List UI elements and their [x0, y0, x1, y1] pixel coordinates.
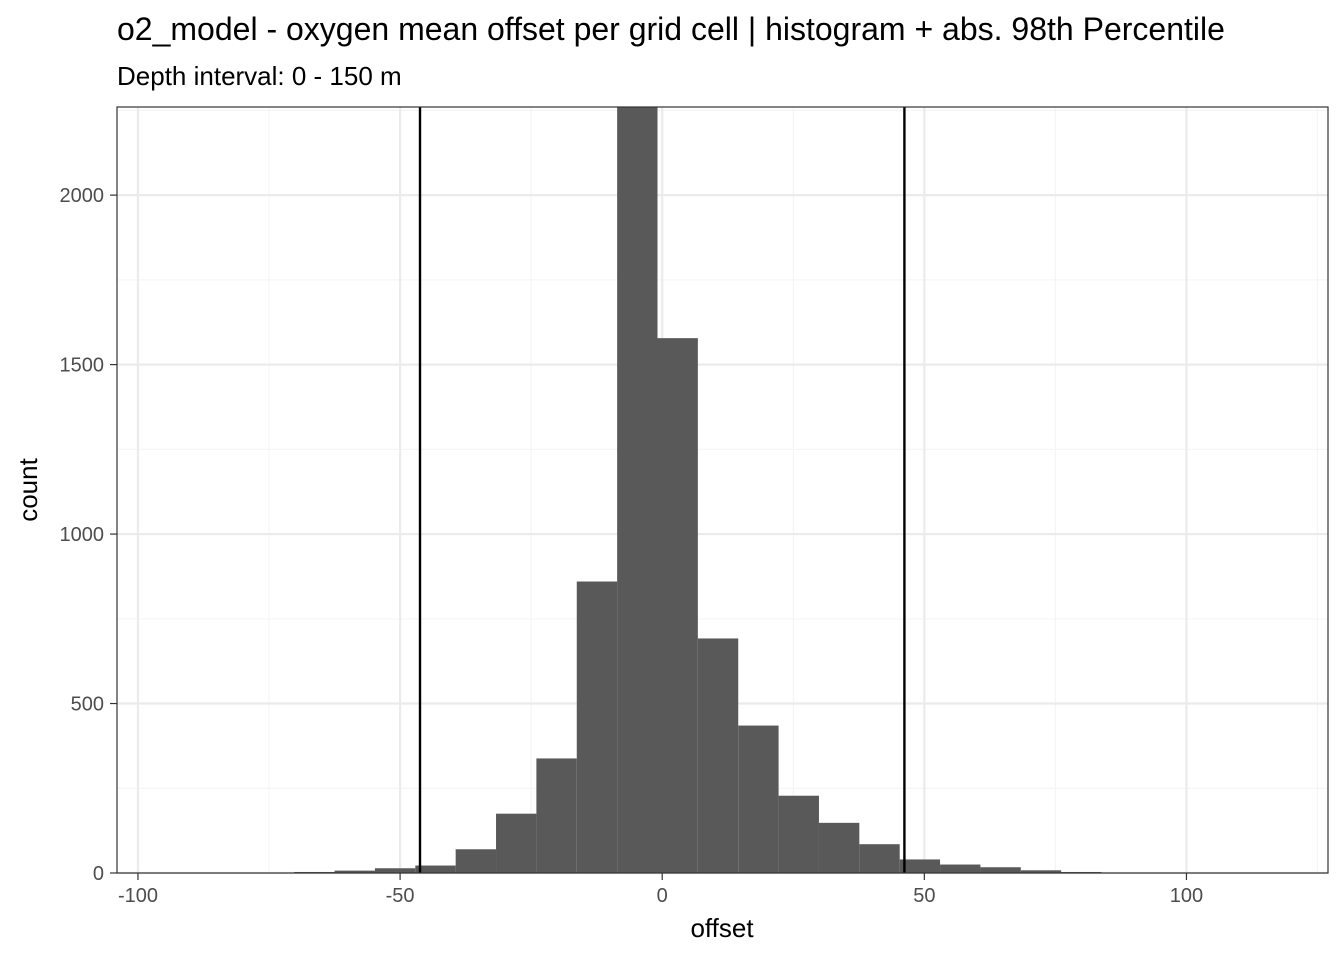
x-axis: -100 -50 0 50 100	[118, 873, 1203, 907]
histogram-bar	[374, 868, 416, 873]
histogram-bar	[940, 864, 981, 873]
y-tick-label: 1000	[60, 524, 105, 546]
histogram-bar	[859, 844, 900, 873]
histogram-bar	[818, 822, 860, 873]
chart-subtitle: Depth interval: 0 - 150 m	[117, 61, 402, 91]
y-tick-label: 500	[71, 694, 104, 716]
x-tick-label: 100	[1170, 885, 1203, 907]
histogram-bar	[496, 813, 537, 873]
x-tick-label: 50	[913, 885, 935, 907]
histogram-bar	[657, 338, 698, 873]
y-tick-label: 1500	[60, 355, 105, 377]
histogram-bar	[1020, 870, 1062, 873]
histogram-bars	[253, 107, 1142, 873]
y-axis: 0 500 1000 1500 2000	[60, 185, 117, 885]
histogram-bar	[576, 581, 618, 873]
x-tick-label: 0	[657, 885, 668, 907]
histogram-bar	[697, 638, 739, 873]
y-tick-label: 2000	[60, 185, 105, 207]
histogram-bar	[617, 107, 658, 873]
percentile-lines	[418, 107, 906, 873]
histogram-bar	[536, 758, 577, 873]
x-tick-label: -50	[386, 885, 415, 907]
histogram-bar	[334, 870, 375, 873]
chart-title: o2_model - oxygen mean offset per grid c…	[117, 11, 1225, 47]
y-tick-label: 0	[93, 863, 104, 885]
panel-border	[116, 106, 1329, 874]
histogram-bar	[980, 867, 1021, 873]
histogram-bar	[455, 849, 497, 873]
histogram-bar	[778, 795, 819, 873]
histogram-bar	[738, 725, 779, 873]
histogram-bar	[415, 865, 456, 873]
y-axis-title: count	[13, 457, 43, 521]
histogram-bar	[899, 859, 941, 873]
x-axis-title: offset	[690, 913, 754, 943]
x-tick-label: -100	[118, 885, 158, 907]
